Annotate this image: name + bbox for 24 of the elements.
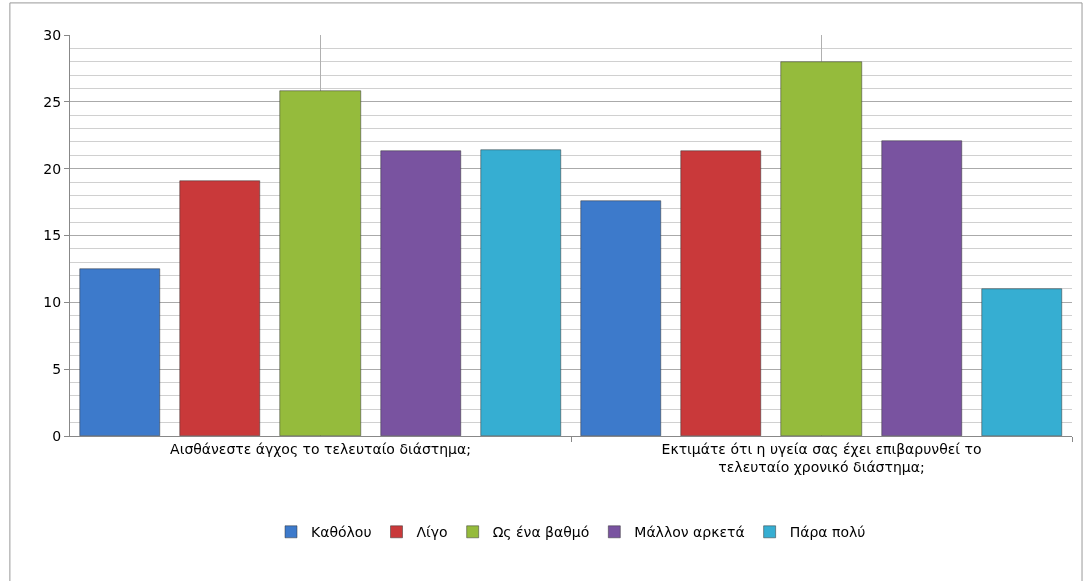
bar	[279, 90, 361, 436]
bar	[79, 268, 160, 436]
legend-label: Καθόλου	[311, 524, 372, 541]
bar	[881, 140, 962, 436]
x-tick-label: Εκτιμάτε ότι η υγεία σας έχει επιβαρυνθεί το τελευταίο χρονικό διάστημα;	[661, 440, 982, 475]
legend-label: Μάλλον αρκετά	[634, 524, 745, 541]
y-tick-label: 0	[52, 427, 62, 444]
bar	[380, 150, 461, 436]
legend-label: Πάρα πολύ	[789, 524, 866, 541]
legend-label: Λίγο	[416, 524, 448, 541]
y-tick-label: 10	[43, 294, 62, 311]
y-tick-label: 15	[43, 227, 62, 244]
legend-label: Ως ένα βαθμό	[492, 524, 590, 541]
bar	[179, 180, 260, 436]
bar	[981, 288, 1062, 436]
bar	[480, 149, 561, 436]
y-tick-label: 30	[43, 26, 62, 43]
y-tick-label: 25	[43, 93, 62, 110]
bar	[580, 200, 661, 436]
bar	[780, 61, 862, 436]
x-tick-label: Αισθάνεστε άγχος το τελευταίο διάστημα;	[170, 440, 471, 457]
bar	[680, 150, 761, 436]
y-tick-label: 5	[52, 361, 62, 378]
y-tick-label: 20	[43, 160, 62, 177]
